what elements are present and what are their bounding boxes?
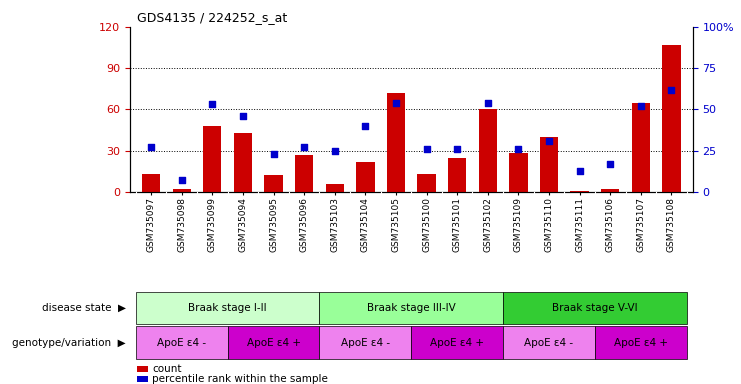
Text: GSM735100: GSM735100 [422, 197, 431, 252]
Bar [203, 126, 222, 192]
Text: ApoE ε4 +: ApoE ε4 + [614, 338, 668, 348]
Point [207, 101, 219, 108]
Point [176, 177, 187, 184]
Bar [356, 162, 374, 192]
Text: GSM735096: GSM735096 [299, 197, 309, 252]
Bar [631, 103, 650, 192]
Text: ApoE ε4 +: ApoE ε4 + [247, 338, 301, 348]
Text: count: count [152, 364, 182, 374]
Text: GSM735104: GSM735104 [361, 197, 370, 252]
Text: ApoE ε4 -: ApoE ε4 - [341, 338, 390, 348]
Bar [539, 137, 558, 192]
Bar [227, 326, 319, 359]
Point [298, 144, 310, 151]
Text: GSM735094: GSM735094 [239, 197, 247, 252]
Text: GSM735105: GSM735105 [391, 197, 400, 252]
Bar [387, 93, 405, 192]
Point [451, 146, 463, 152]
Text: disease state  ▶: disease state ▶ [42, 303, 126, 313]
Text: Braak stage III-IV: Braak stage III-IV [367, 303, 456, 313]
Bar [137, 376, 148, 382]
Bar [325, 184, 344, 192]
Bar [595, 326, 687, 359]
Text: GSM735097: GSM735097 [147, 197, 156, 252]
Point [237, 113, 249, 119]
Bar [509, 154, 528, 192]
Bar [265, 175, 283, 192]
Text: GSM735102: GSM735102 [483, 197, 492, 252]
Bar [503, 292, 687, 324]
Point [574, 167, 585, 174]
Bar [137, 366, 148, 372]
Point [482, 100, 494, 106]
Text: Braak stage I-II: Braak stage I-II [188, 303, 267, 313]
Point [268, 151, 279, 157]
Bar [479, 109, 497, 192]
Text: GSM735107: GSM735107 [637, 197, 645, 252]
Text: genotype/variation  ▶: genotype/variation ▶ [13, 338, 126, 348]
Bar [417, 174, 436, 192]
Bar [319, 326, 411, 359]
Text: percentile rank within the sample: percentile rank within the sample [152, 374, 328, 384]
Text: GSM735095: GSM735095 [269, 197, 278, 252]
Bar [601, 189, 619, 192]
Text: GSM735110: GSM735110 [545, 197, 554, 252]
Text: GDS4135 / 224252_s_at: GDS4135 / 224252_s_at [137, 12, 288, 25]
Bar [136, 292, 319, 324]
Text: GSM735108: GSM735108 [667, 197, 676, 252]
Point [635, 103, 647, 109]
Bar [319, 292, 503, 324]
Text: ApoE ε4 -: ApoE ε4 - [157, 338, 206, 348]
Text: ApoE ε4 -: ApoE ε4 - [525, 338, 574, 348]
Text: GSM735098: GSM735098 [177, 197, 186, 252]
Bar [503, 326, 595, 359]
Point [543, 138, 555, 144]
Text: GSM735109: GSM735109 [514, 197, 523, 252]
Point [604, 161, 616, 167]
Point [665, 86, 677, 93]
Bar [233, 133, 252, 192]
Text: GSM735101: GSM735101 [453, 197, 462, 252]
Text: GSM735106: GSM735106 [605, 197, 615, 252]
Text: GSM735103: GSM735103 [330, 197, 339, 252]
Text: ApoE ε4 +: ApoE ε4 + [431, 338, 484, 348]
Point [359, 123, 371, 129]
Point [513, 146, 525, 152]
Bar [136, 326, 227, 359]
Point [421, 146, 433, 152]
Bar [142, 174, 160, 192]
Bar [411, 326, 503, 359]
Text: GSM735099: GSM735099 [207, 197, 217, 252]
Bar [662, 45, 680, 192]
Point [329, 148, 341, 154]
Point [390, 100, 402, 106]
Bar [295, 155, 313, 192]
Text: Braak stage V-VI: Braak stage V-VI [552, 303, 638, 313]
Bar [571, 190, 589, 192]
Bar [173, 189, 191, 192]
Text: GSM735111: GSM735111 [575, 197, 584, 252]
Point [145, 144, 157, 151]
Bar [448, 157, 466, 192]
